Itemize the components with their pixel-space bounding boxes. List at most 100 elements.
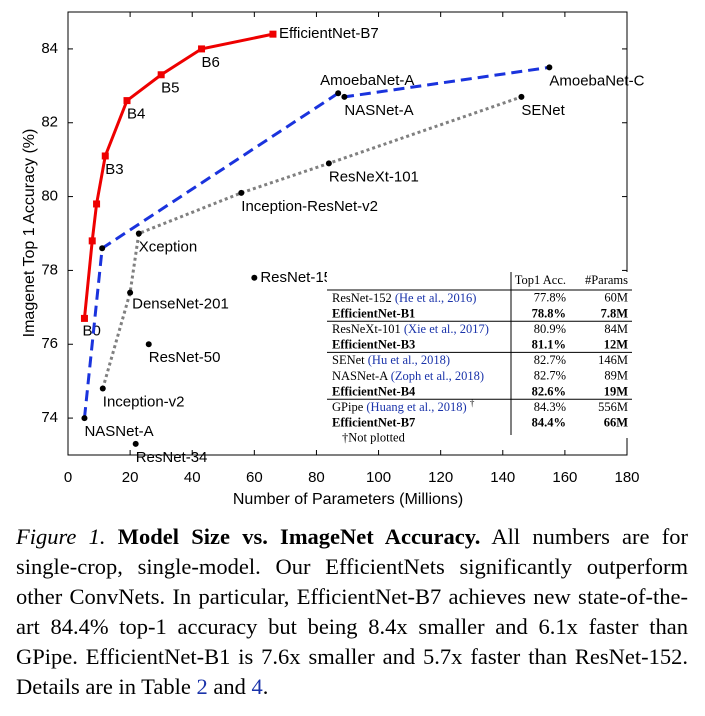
caption-title: Model Size vs. ImageNet Accuracy. <box>117 524 481 549</box>
model-name: EfficientNet-B1 <box>332 306 415 320</box>
model-cite: (Zoph et al., 2018) <box>391 369 484 383</box>
table-model: ResNet-152 (He et al., 2016) <box>332 291 476 305</box>
y-tick-label: 78 <box>41 261 58 278</box>
table-model: EfficientNet-B1 <box>332 306 415 320</box>
point-label: NASNet-A <box>84 423 153 440</box>
table-model: EfficientNet-B4 <box>332 384 416 398</box>
y-tick-label: 80 <box>41 188 58 205</box>
table-model: EfficientNet-B7 <box>332 415 415 429</box>
model-name: ResNeXt-101 <box>332 322 401 336</box>
table-acc: 82.6% <box>532 384 566 398</box>
y-tick-label: 76 <box>41 335 58 352</box>
point <box>157 71 165 79</box>
point-label: Inception-v2 <box>103 394 185 411</box>
point <box>335 90 342 97</box>
table-acc: 80.9% <box>534 322 566 336</box>
point-label: B5 <box>161 80 179 97</box>
model-name: SENet <box>332 353 365 367</box>
series-line <box>82 65 550 419</box>
table-acc: 81.1% <box>532 337 566 351</box>
table-header: #Params <box>585 273 628 287</box>
point <box>123 97 131 105</box>
x-tick-label: 20 <box>122 469 139 486</box>
table-params: 12M <box>604 337 629 351</box>
table-model: GPipe (Huang et al., 2018) † <box>332 398 475 414</box>
point <box>518 93 525 100</box>
table-header: Top1 Acc. <box>515 273 566 287</box>
x-tick-label: 60 <box>246 469 263 486</box>
point <box>99 385 106 392</box>
caption-ref[interactable]: 4 <box>251 674 263 699</box>
point-label: B4 <box>127 106 145 123</box>
table-params: 66M <box>604 415 629 429</box>
point-label: B3 <box>105 161 123 178</box>
table-acc: 82.7% <box>534 353 566 367</box>
x-axis-label: Number of Parameters (Millions) <box>233 491 463 508</box>
caption-text: and <box>207 674 252 699</box>
point <box>93 200 101 208</box>
point-label: AmoebaNet-A <box>320 72 414 89</box>
point <box>238 189 245 196</box>
point <box>127 289 134 296</box>
series-line <box>82 32 274 319</box>
table-model: EfficientNet-B3 <box>332 337 415 351</box>
point <box>546 64 553 71</box>
model-name: EfficientNet-B3 <box>332 337 415 351</box>
point-label: B6 <box>202 54 220 71</box>
point <box>145 341 152 348</box>
x-tick-label: 180 <box>614 469 639 486</box>
x-tick-label: 120 <box>428 469 453 486</box>
table-footnote: †Not plotted <box>342 430 406 444</box>
point-label: ResNeXt-101 <box>329 168 419 185</box>
table-params: 556M <box>598 400 628 414</box>
table-params: 84M <box>604 322 628 336</box>
x-tick-label: 80 <box>308 469 325 486</box>
point-label: EfficientNet-B7 <box>279 25 379 42</box>
caption: Figure 1. Model Size vs. ImageNet Accura… <box>16 522 688 702</box>
point-label: NASNet-A <box>344 102 413 119</box>
point <box>80 314 88 322</box>
point-label: DenseNet-201 <box>132 296 229 313</box>
x-tick-label: 140 <box>490 469 515 486</box>
plot-frame <box>67 11 628 456</box>
model-cite: (Hu et al., 2018) <box>368 353 450 367</box>
x-tick-label: 40 <box>184 469 201 486</box>
table-params: 146M <box>598 353 628 367</box>
model-name: GPipe <box>332 400 364 414</box>
table-acc: 77.8% <box>534 291 566 305</box>
point-label: Inception-ResNet-v2 <box>241 198 378 215</box>
x-tick-label: 0 <box>64 469 72 486</box>
x-tick-label: 160 <box>552 469 577 486</box>
table-acc: 84.3% <box>534 400 566 414</box>
point <box>99 245 106 252</box>
point <box>101 152 109 160</box>
caption-label: Figure 1. <box>16 524 106 549</box>
table-acc: 78.8% <box>532 306 566 320</box>
model-name: EfficientNet-B7 <box>332 415 415 429</box>
model-note: † <box>470 398 475 408</box>
table-acc: 82.7% <box>534 369 566 383</box>
table-params: 19M <box>604 384 629 398</box>
point-label: ResNet-50 <box>149 349 221 366</box>
caption-ref[interactable]: 2 <box>196 674 208 699</box>
caption-text: . <box>262 674 269 699</box>
table-model: NASNet-A (Zoph et al., 2018) <box>332 369 484 383</box>
point <box>325 160 332 167</box>
chart: Number of Parameters (Millions) Imagenet… <box>21 11 645 508</box>
y-tick-label: 82 <box>41 114 58 131</box>
y-axis-label: Imagenet Top 1 Accuracy (%) <box>21 129 38 338</box>
point <box>198 45 206 53</box>
caption-text: All numbers are for single-crop, single-… <box>16 524 688 699</box>
model-name: ResNet-152 <box>332 291 392 305</box>
y-tick-label: 74 <box>41 409 58 426</box>
point-label: SENet <box>521 102 565 119</box>
table-bg <box>327 272 632 438</box>
point-label: AmoebaNet-C <box>549 72 644 89</box>
point <box>81 415 88 422</box>
table-params: 7.8M <box>601 306 629 320</box>
point <box>269 30 277 38</box>
point <box>88 237 96 245</box>
point-label: ResNet-152 <box>260 269 340 286</box>
model-name: NASNet-A <box>332 369 388 383</box>
point-label: Xception <box>139 238 197 255</box>
